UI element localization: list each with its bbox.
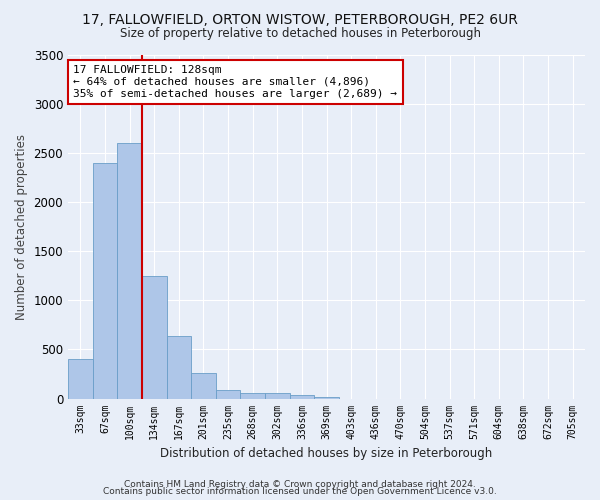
Bar xyxy=(68,360,92,399)
Bar xyxy=(216,390,241,398)
Text: Size of property relative to detached houses in Peterborough: Size of property relative to detached ho… xyxy=(119,28,481,40)
Bar xyxy=(117,144,142,398)
Text: 17 FALLOWFIELD: 128sqm
← 64% of detached houses are smaller (4,896)
35% of semi-: 17 FALLOWFIELD: 128sqm ← 64% of detached… xyxy=(73,66,397,98)
Bar xyxy=(191,373,216,398)
Bar xyxy=(142,276,167,398)
Text: Contains HM Land Registry data © Crown copyright and database right 2024.: Contains HM Land Registry data © Crown c… xyxy=(124,480,476,489)
Bar xyxy=(167,336,191,398)
Text: 17, FALLOWFIELD, ORTON WISTOW, PETERBOROUGH, PE2 6UR: 17, FALLOWFIELD, ORTON WISTOW, PETERBORO… xyxy=(82,12,518,26)
Text: Contains public sector information licensed under the Open Government Licence v3: Contains public sector information licen… xyxy=(103,488,497,496)
Bar xyxy=(290,394,314,398)
X-axis label: Distribution of detached houses by size in Peterborough: Distribution of detached houses by size … xyxy=(160,447,493,460)
Bar xyxy=(265,392,290,398)
Bar xyxy=(314,396,339,398)
Bar xyxy=(92,163,117,398)
Bar xyxy=(241,392,265,398)
Y-axis label: Number of detached properties: Number of detached properties xyxy=(15,134,28,320)
